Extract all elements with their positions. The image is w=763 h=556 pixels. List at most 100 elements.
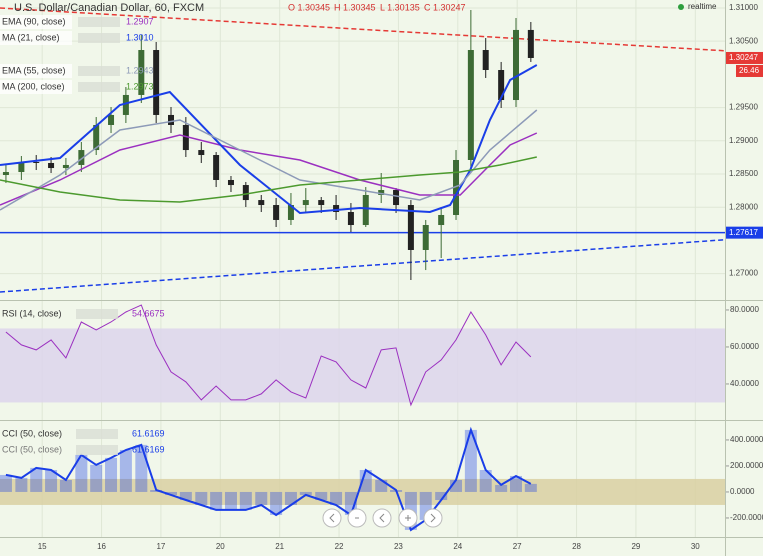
- candle-body: [78, 150, 85, 165]
- candle-body: [287, 205, 294, 220]
- candle-body: [2, 172, 9, 176]
- status-dot: [678, 4, 684, 10]
- legend-icons: [76, 429, 118, 439]
- last-price-box: [726, 51, 763, 64]
- nav-button[interactable]: [372, 508, 392, 528]
- legend-label: MA (200, close): [2, 81, 65, 91]
- candle-body: [213, 155, 220, 180]
- candle-body: [168, 114, 175, 125]
- histogram-bar: [165, 491, 178, 495]
- legend-label: RSI (14, close): [2, 308, 62, 318]
- x-tick-label: 24: [453, 542, 462, 551]
- x-tick-label: 29: [631, 542, 640, 551]
- histogram-bar: [0, 474, 12, 492]
- histogram-bar: [450, 479, 463, 492]
- legend-icons: [78, 82, 120, 92]
- indicator-line: [0, 109, 538, 211]
- indicator-line: [0, 64, 538, 215]
- ohlc-label: C 1.30247: [424, 2, 466, 12]
- y-tick-label: 60.0000: [730, 342, 759, 351]
- histogram-bar: [210, 491, 223, 510]
- legend-box: [0, 15, 72, 29]
- band-layer: [0, 328, 725, 505]
- candle-body: [512, 29, 519, 101]
- ohlc-label: L 1.30135: [380, 2, 420, 12]
- x-tick-label: 15: [38, 542, 47, 551]
- legend-icons: [78, 33, 120, 43]
- candle-body: [407, 205, 414, 250]
- histogram-bar: [119, 449, 132, 492]
- histogram-bar: [479, 469, 492, 492]
- nav-button[interactable]: [423, 508, 443, 528]
- indicator-line: [0, 132, 538, 206]
- candle-body: [108, 114, 115, 125]
- candle-body: [153, 50, 160, 115]
- candle-body: [62, 164, 69, 169]
- candle-body: [498, 70, 505, 101]
- candle-body: [93, 124, 100, 151]
- legend-icons: [76, 445, 118, 455]
- histogram-bar: [464, 429, 477, 492]
- histogram-bar: [45, 469, 58, 492]
- candle-body: [18, 161, 25, 173]
- histogram-bar: [15, 477, 28, 492]
- candle-body: [333, 205, 340, 212]
- candle-body: [33, 161, 40, 163]
- candle-body: [242, 185, 249, 201]
- trendline: [0, 238, 725, 293]
- x-tick-label: 30: [691, 542, 700, 551]
- candle-body: [122, 94, 129, 115]
- trendline: [0, 7, 725, 52]
- legend-box: [0, 64, 72, 78]
- y-tick-label: -200.0000: [730, 513, 763, 522]
- candle-body: [378, 190, 385, 195]
- legend-value: 1.2973: [126, 81, 154, 91]
- x-tick-label: 20: [216, 542, 225, 551]
- y-tick-label: 40.0000: [730, 379, 759, 388]
- x-tick-label: 16: [97, 542, 106, 551]
- histogram-bar: [105, 457, 118, 492]
- hline-price-label: 1.27617: [729, 228, 758, 237]
- candle-body: [138, 50, 145, 95]
- legend-label: MA (21, close): [2, 32, 60, 42]
- nav-button[interactable]: [322, 508, 342, 528]
- status-label: realtime: [688, 2, 717, 11]
- legend-icons: [78, 66, 120, 76]
- x-tick-label: 27: [513, 542, 522, 551]
- histogram-bar: [75, 454, 88, 492]
- x-tick-label: 21: [275, 542, 284, 551]
- y-tick-label: 1.28000: [729, 202, 758, 211]
- candle-body: [453, 159, 460, 215]
- y-tick-label: 1.28500: [729, 169, 758, 178]
- timer-box: [736, 64, 763, 77]
- candle-body: [362, 194, 369, 226]
- histogram-bar: [179, 491, 192, 501]
- histogram-bar: [90, 464, 103, 492]
- legend-value: 1.2943: [126, 65, 154, 75]
- candle-body: [467, 50, 474, 160]
- plot-layer: [0, 7, 725, 532]
- legend-value: 54.6675: [132, 308, 165, 318]
- histogram-bar: [375, 479, 388, 492]
- histogram-bar: [299, 491, 312, 495]
- y-tick-label: 0.0000: [730, 487, 755, 496]
- histogram-bar: [509, 475, 522, 492]
- candle-body: [422, 225, 429, 250]
- y-tick-label: 400.0000: [730, 435, 763, 444]
- candle-body: [393, 190, 400, 206]
- indicator-line: [5, 304, 532, 407]
- histogram-bar: [195, 491, 208, 505]
- ohlc-label: H 1.30345: [334, 2, 376, 12]
- timer-label: 26.46: [739, 66, 760, 75]
- x-tick-label: 22: [335, 542, 344, 551]
- hline-price-box: [726, 226, 763, 239]
- legend-icons: [78, 17, 120, 27]
- candle-body: [227, 179, 234, 186]
- histogram-bar: [255, 491, 268, 505]
- legend-label: CCI (50, close): [2, 428, 62, 438]
- histogram-bar: [270, 491, 283, 515]
- legend-box: [0, 80, 72, 94]
- price-plot: [0, 7, 725, 293]
